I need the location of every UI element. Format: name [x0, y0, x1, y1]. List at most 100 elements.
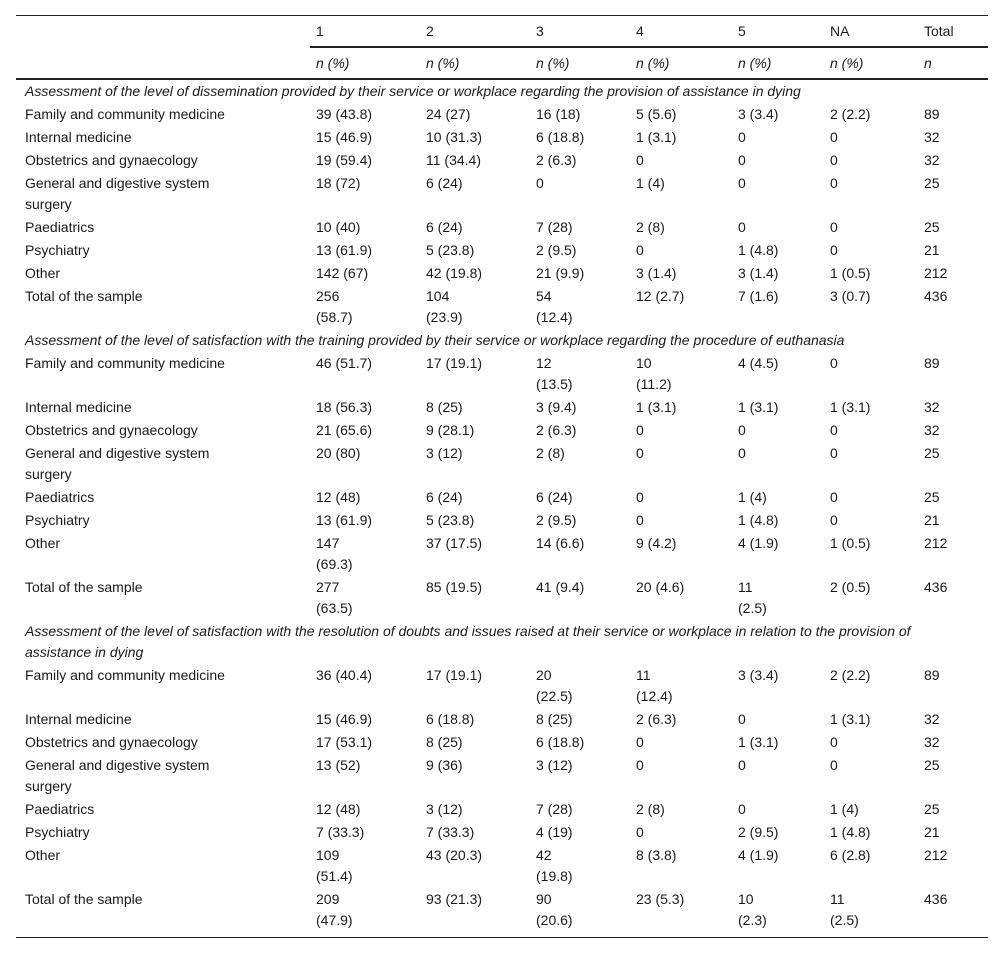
column-header: 5 — [732, 15, 824, 48]
cell-value: 7 (33.3) — [426, 824, 475, 840]
table-row: Psychiatry 7 (33.3) 7 (33.3) 4 (19) 0 2 (9.5)… — [16, 821, 988, 844]
value-cell: 1 (4) — [630, 172, 732, 216]
cell-value: 32 — [924, 399, 940, 415]
cell-value: 17 (19.1) — [426, 355, 483, 371]
row-label-cell: General and digestive system surgery — [16, 172, 310, 216]
header-row-units: n (%) n (%) n (%) n (%) n (%) n (%) n — [16, 47, 988, 80]
cell-value: 212 — [924, 847, 948, 863]
cell-value: 89 — [924, 355, 940, 371]
cell-value: 6 (18.8) — [426, 711, 475, 727]
value-cell: 8 (25) — [530, 708, 630, 731]
value-cell: 2 (9.5) — [530, 239, 630, 262]
row-label: Family and community medicine — [25, 106, 225, 122]
column-subheader: n — [918, 47, 988, 80]
cell-value: 19 (59.4) — [316, 152, 373, 168]
column-subheader: n (%) — [732, 47, 824, 80]
value-cell: 7 (28) — [530, 798, 630, 821]
cell-value: 0 — [738, 757, 746, 773]
value-cell: 16 (18) — [530, 103, 630, 126]
table-row: Total of the sample 209 (47.9) 93 (21.3) 90… — [16, 888, 988, 938]
table-row: Psychiatry 13 (61.9) 5 (23.8) 2 (9.5) 0 1 (4.… — [16, 509, 988, 532]
cell-value: 32 — [924, 711, 940, 727]
cell-value: 1 (3.1) — [636, 399, 677, 415]
value-cell: 15 (46.9) — [310, 126, 420, 149]
value-cell: 1 (3.1) — [732, 731, 824, 754]
table-row: Total of the sample 256 (58.7) 104 (23.9) 5… — [16, 285, 988, 329]
cell-value: 10 (40) — [316, 219, 361, 235]
value-cell: 1 (4.8) — [732, 239, 824, 262]
header-empty-cell — [16, 16, 310, 48]
table-row: General and digestive system surgery 20 (… — [16, 442, 988, 486]
row-label-cell: Family and community medicine — [16, 352, 310, 396]
value-cell: 2 (2.2) — [824, 664, 918, 708]
value-cell: 18 (56.3) — [310, 396, 420, 419]
cell-value: 7 (28) — [536, 219, 573, 235]
cell-value: 0 — [738, 801, 746, 817]
value-cell: 0 — [824, 149, 918, 172]
value-cell: 90 (20.6) — [530, 888, 630, 938]
cell-value: 0 — [636, 757, 644, 773]
cell-value: 1 (3.1) — [738, 734, 779, 750]
value-cell: 2 (2.2) — [824, 103, 918, 126]
table-row: Other 142 (67) 42 (19.8) 21 (9.9) 3 (1.4) 3 (… — [16, 262, 988, 285]
cell-value: 10 (2.3) — [738, 891, 767, 928]
value-cell: 436 — [918, 285, 988, 329]
value-cell: 3 (0.7) — [824, 285, 918, 329]
row-label-cell: Paediatrics — [16, 798, 310, 821]
value-cell: 0 — [824, 442, 918, 486]
value-cell: 12 (48) — [310, 798, 420, 821]
value-cell: 1 (3.1) — [732, 396, 824, 419]
value-cell: 0 — [630, 486, 732, 509]
table-row: Paediatrics 12 (48) 6 (24) 6 (24) 0 1 (4) 0 25 — [16, 486, 988, 509]
value-cell: 147 (69.3) — [310, 532, 420, 576]
value-cell: 46 (51.7) — [310, 352, 420, 396]
cell-value: 1 (4.8) — [738, 512, 779, 528]
value-cell: 10 (31.3) — [420, 126, 530, 149]
section-heading: Assessment of the level of dissemination… — [25, 83, 801, 99]
value-cell: 2 (8) — [630, 798, 732, 821]
value-cell: 17 (19.1) — [420, 664, 530, 708]
cell-value: 209 (47.9) — [316, 891, 353, 928]
value-cell: 6 (2.8) — [824, 844, 918, 888]
cell-value: 3 (12) — [426, 445, 463, 461]
table-row: Internal medicine 15 (46.9) 6 (18.8) 8 (25)… — [16, 708, 988, 731]
results-table: 1 2 3 4 5 NA Total n (%) n (%) n (%) n (%) n (%) n … — [16, 15, 988, 938]
cell-value: 32 — [924, 129, 940, 145]
value-cell: 8 (25) — [420, 731, 530, 754]
value-cell: 21 — [918, 239, 988, 262]
row-label-cell: Other — [16, 262, 310, 285]
cell-value: 3 (3.4) — [738, 667, 779, 683]
row-label-cell: Psychiatry — [16, 509, 310, 532]
value-cell: 209 (47.9) — [310, 888, 420, 938]
value-cell: 212 — [918, 844, 988, 888]
cell-value: 9 (4.2) — [636, 535, 677, 551]
value-cell: 5 (23.8) — [420, 509, 530, 532]
cell-value: 7 (1.6) — [738, 288, 779, 304]
cell-value: 9 (28.1) — [426, 422, 475, 438]
cell-value: 25 — [924, 175, 940, 191]
cell-value: 5 (23.8) — [426, 242, 475, 258]
cell-value: 0 — [636, 242, 644, 258]
row-label: Paediatrics — [25, 219, 95, 235]
value-cell: 0 — [732, 442, 824, 486]
value-cell: 9 (36) — [420, 754, 530, 798]
value-cell: 0 — [824, 239, 918, 262]
cell-value: 39 (43.8) — [316, 106, 373, 122]
cell-value: 2 (2.2) — [830, 667, 871, 683]
value-cell: 85 (19.5) — [420, 576, 530, 620]
cell-value: 12 (13.5) — [536, 355, 573, 392]
cell-value: 7 (33.3) — [316, 824, 365, 840]
cell-value: 90 (20.6) — [536, 891, 573, 928]
cell-value: 93 (21.3) — [426, 891, 483, 907]
cell-value: 3 (12) — [426, 801, 463, 817]
value-cell: 7 (1.6) — [732, 285, 824, 329]
cell-value: 0 — [636, 824, 644, 840]
row-label: Internal medicine — [25, 711, 132, 727]
table-row: Psychiatry 13 (61.9) 5 (23.8) 2 (9.5) 0 1 (4.… — [16, 239, 988, 262]
cell-value: 0 — [636, 152, 644, 168]
value-cell: 21 (9.9) — [530, 262, 630, 285]
value-cell: 89 — [918, 352, 988, 396]
value-cell: 7 (33.3) — [310, 821, 420, 844]
value-cell: 0 — [630, 239, 732, 262]
cell-value: 15 (46.9) — [316, 711, 373, 727]
